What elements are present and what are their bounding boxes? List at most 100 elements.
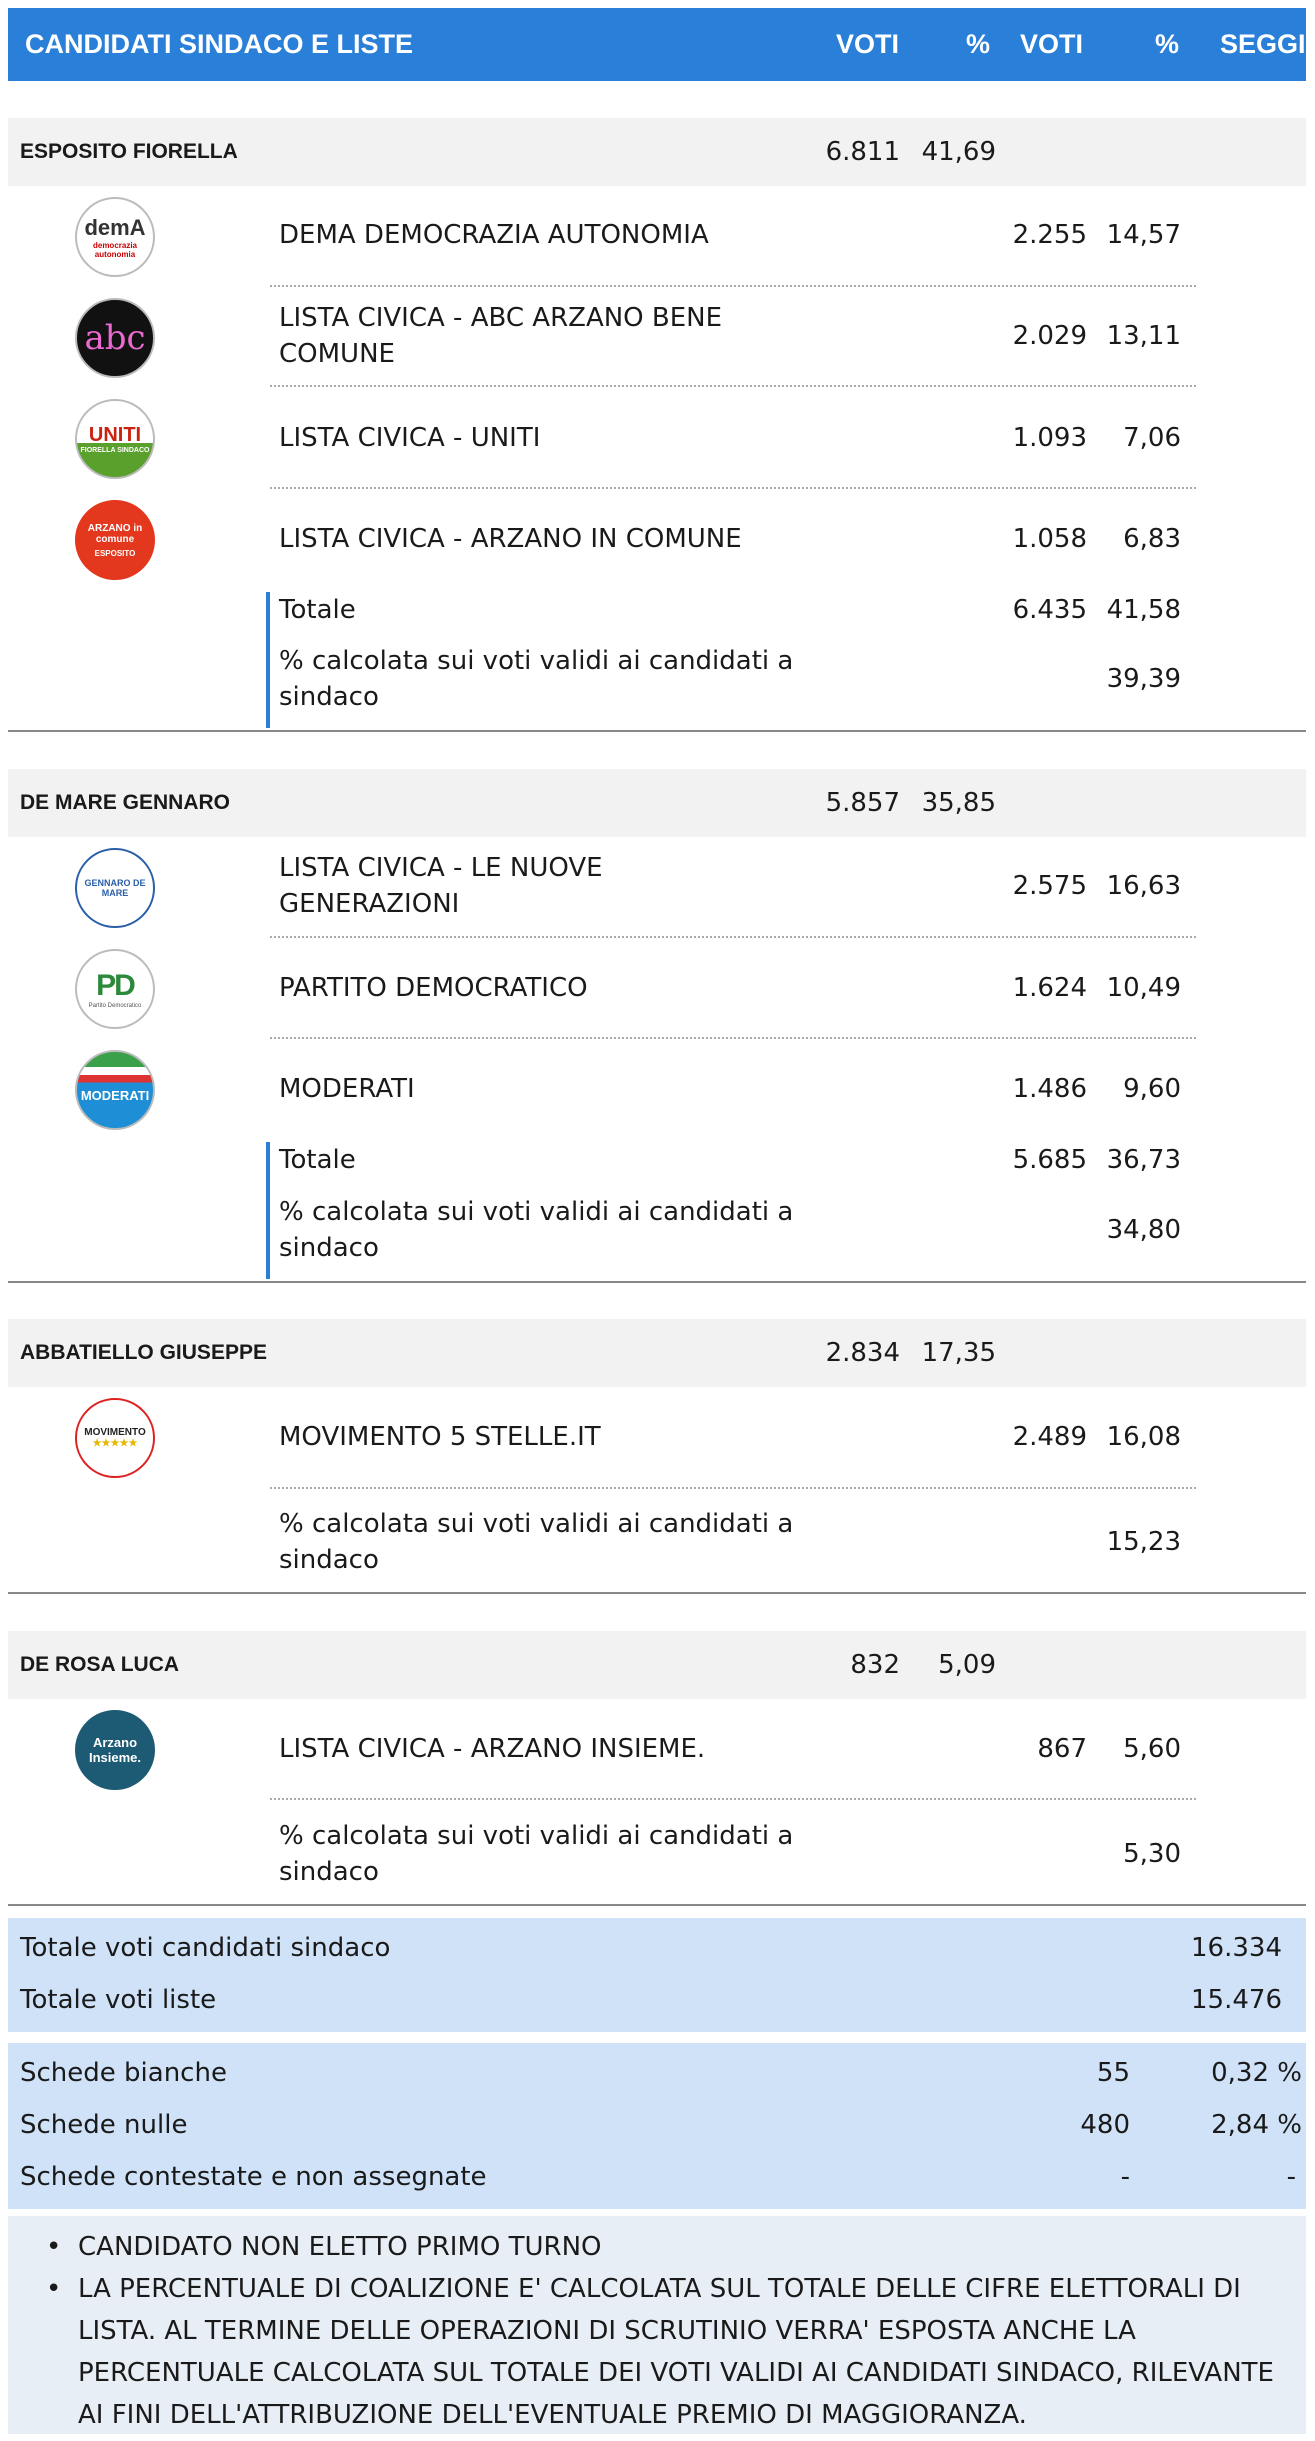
list-votes: 1.624 bbox=[1012, 973, 1087, 1003]
candidate-row: DE MARE GENNARO 5.857 35,85 bbox=[8, 769, 1306, 837]
row-divider bbox=[270, 385, 1196, 387]
row-divider bbox=[270, 1037, 1196, 1039]
schede-box: Schede bianche 55 0,32 % Schede nulle 48… bbox=[8, 2043, 1306, 2209]
section-divider bbox=[8, 1592, 1306, 1594]
total-sindaco-value: 16.334 bbox=[1191, 1933, 1282, 1963]
schede-contestate-label: Schede contestate e non assegnate bbox=[20, 2162, 487, 2192]
candidate-name: DE MARE GENNARO bbox=[20, 791, 231, 814]
list-pct: 13,11 bbox=[1106, 321, 1181, 351]
uniti-logo-icon: UNITI FIORELLA SINDACO bbox=[75, 399, 155, 479]
gennaro-de-mare-logo-icon: GENNARO DE MARE bbox=[75, 848, 155, 928]
totale-votes: 5.685 bbox=[1012, 1145, 1087, 1175]
totale-accent-bar bbox=[266, 1142, 270, 1279]
list-votes: 1.058 bbox=[1012, 524, 1087, 554]
list-pct: 5,60 bbox=[1123, 1734, 1181, 1764]
list-votes: 2.489 bbox=[1012, 1422, 1087, 1452]
candidate-name: DE ROSA LUCA bbox=[20, 1653, 180, 1676]
list-name: LISTA CIVICA - ABC ARZANO BENE COMUNE bbox=[279, 303, 723, 369]
list-votes: 2.575 bbox=[1012, 871, 1087, 901]
totale-label: Totale bbox=[279, 595, 356, 625]
section-divider bbox=[8, 1904, 1306, 1906]
section-divider bbox=[8, 730, 1306, 732]
row-divider bbox=[270, 1798, 1196, 1800]
total-liste-label: Totale voti liste bbox=[20, 1985, 217, 2015]
bullet-icon: • bbox=[46, 2232, 62, 2262]
schede-nulle-label: Schede nulle bbox=[20, 2110, 188, 2140]
candidate-name: ABBATIELLO GIUSEPPE bbox=[20, 1341, 267, 1364]
calc-pct: 39,39 bbox=[1106, 664, 1181, 694]
list-name: DEMA DEMOCRAZIA AUTONOMIA bbox=[279, 220, 709, 250]
bullet-icon: • bbox=[46, 2274, 62, 2304]
list-pct: 6,83 bbox=[1123, 524, 1181, 554]
list-votes: 2.029 bbox=[1012, 321, 1087, 351]
totale-votes: 6.435 bbox=[1012, 595, 1087, 625]
m5s-logo-icon: MOVIMENTO ★★★★★ bbox=[75, 1398, 155, 1478]
dema-logo-icon: demA democrazia autonomia bbox=[75, 197, 155, 277]
totale-pct: 41,58 bbox=[1106, 595, 1181, 625]
calc-label: % calcolata sui voti validi ai candidati… bbox=[279, 1509, 794, 1575]
header-voti-candidate: VOTI bbox=[836, 29, 900, 59]
list-name: LISTA CIVICA - ARZANO IN COMUNE bbox=[279, 524, 742, 554]
list-name: MODERATI bbox=[279, 1074, 415, 1104]
row-divider bbox=[270, 487, 1196, 489]
candidate-pct: 41,69 bbox=[921, 137, 996, 167]
candidate-pct: 35,85 bbox=[921, 788, 996, 818]
header-voti-list: VOTI bbox=[1020, 29, 1084, 59]
totals-box: Totale voti candidati sindaco 16.334 Tot… bbox=[8, 1918, 1306, 2032]
header-pct-list: % bbox=[1155, 29, 1180, 59]
schede-contestate-pct: - bbox=[1286, 2162, 1296, 2192]
header-title: CANDIDATI SINDACO E LISTE bbox=[25, 29, 414, 59]
schede-bianche-value: 55 bbox=[1096, 2058, 1130, 2088]
list-name: LISTA CIVICA - LE NUOVE GENERAZIONI bbox=[279, 853, 603, 919]
calc-pct: 34,80 bbox=[1106, 1215, 1181, 1245]
list-votes: 1.093 bbox=[1012, 423, 1087, 453]
abc-logo-icon: abc bbox=[75, 298, 155, 378]
row-divider bbox=[270, 285, 1196, 287]
list-pct: 10,49 bbox=[1106, 973, 1181, 1003]
candidate-votes: 832 bbox=[850, 1650, 900, 1680]
list-pct: 14,57 bbox=[1106, 220, 1181, 250]
calc-pct: 5,30 bbox=[1123, 1839, 1181, 1869]
notes-box: • CANDIDATO NON ELETTO PRIMO TURNO • LA PE… bbox=[8, 2216, 1306, 2434]
list-name: PARTITO DEMOCRATICO bbox=[279, 973, 588, 1003]
section-divider bbox=[8, 1281, 1306, 1283]
schede-contestate-value: - bbox=[1120, 2162, 1130, 2192]
candidate-votes: 5.857 bbox=[825, 788, 900, 818]
schede-bianche-label: Schede bianche bbox=[20, 2058, 227, 2088]
total-sindaco-label: Totale voti candidati sindaco bbox=[20, 1933, 391, 1963]
candidate-pct: 17,35 bbox=[921, 1338, 996, 1368]
candidate-pct: 5,09 bbox=[938, 1650, 996, 1680]
candidate-row: ABBATIELLO GIUSEPPE 2.834 17,35 bbox=[8, 1319, 1306, 1387]
candidate-row: DE ROSA LUCA 832 5,09 bbox=[8, 1631, 1306, 1699]
calc-label: % calcolata sui voti validi ai candidati… bbox=[279, 646, 794, 712]
totale-accent-bar bbox=[266, 592, 270, 728]
candidate-votes: 6.811 bbox=[825, 137, 900, 167]
total-liste-value: 15.476 bbox=[1191, 1985, 1282, 2015]
calc-label: % calcolata sui voti validi ai candidati… bbox=[279, 1197, 794, 1263]
results-header: CANDIDATI SINDACO E LISTE VOTI % VOTI % … bbox=[8, 8, 1306, 81]
pd-logo-icon: PD Partito Democratico bbox=[75, 949, 155, 1029]
row-divider bbox=[270, 936, 1196, 938]
list-name: LISTA CIVICA - UNITI bbox=[279, 423, 541, 453]
list-pct: 16,08 bbox=[1106, 1422, 1181, 1452]
list-votes: 1.486 bbox=[1012, 1074, 1087, 1104]
header-seggi: SEGGI bbox=[1220, 29, 1306, 59]
note-item: • CANDIDATO NON ELETTO PRIMO TURNO bbox=[42, 2226, 1292, 2268]
calc-label: % calcolata sui voti validi ai candidati… bbox=[279, 1821, 794, 1887]
list-votes: 2.255 bbox=[1012, 220, 1087, 250]
arzano-in-comune-logo-icon: ARZANO in comune ESPOSITO bbox=[75, 500, 155, 580]
schede-nulle-value: 480 bbox=[1080, 2110, 1130, 2140]
candidate-name: ESPOSITO FIORELLA bbox=[20, 140, 238, 163]
schede-bianche-pct: 0,32 % bbox=[1211, 2058, 1302, 2088]
note-item: • LA PERCENTUALE DI COALIZIONE E' CALCOLA… bbox=[42, 2268, 1292, 2436]
candidate-row: ESPOSITO FIORELLA 6.811 41,69 bbox=[8, 118, 1306, 186]
list-name: MOVIMENTO 5 STELLE.IT bbox=[279, 1422, 601, 1452]
moderati-logo-icon: MODERATI bbox=[75, 1050, 155, 1130]
list-pct: 7,06 bbox=[1123, 423, 1181, 453]
list-pct: 16,63 bbox=[1106, 871, 1181, 901]
list-votes: 867 bbox=[1037, 1734, 1087, 1764]
candidate-votes: 2.834 bbox=[825, 1338, 900, 1368]
calc-pct: 15,23 bbox=[1106, 1527, 1181, 1557]
totale-label: Totale bbox=[279, 1145, 356, 1175]
header-pct-candidate: % bbox=[966, 29, 991, 59]
